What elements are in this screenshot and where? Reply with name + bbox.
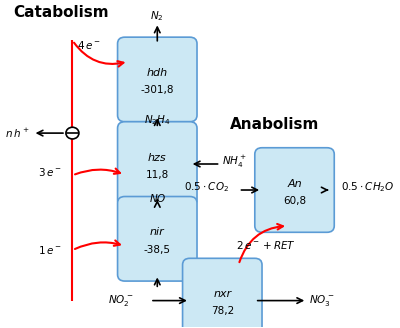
Text: -38,5: -38,5 (144, 245, 171, 255)
Text: $N_2$: $N_2$ (150, 9, 164, 23)
Text: $N_2H_4$: $N_2H_4$ (144, 113, 171, 127)
FancyBboxPatch shape (255, 148, 334, 232)
Text: $NH_4^+$: $NH_4^+$ (222, 154, 247, 171)
Text: $NO$: $NO$ (148, 192, 166, 204)
Text: $1\,e^-$: $1\,e^-$ (38, 244, 62, 256)
Text: 60,8: 60,8 (283, 196, 306, 206)
Text: $0.5 \cdot CH_2O$: $0.5 \cdot CH_2O$ (342, 180, 395, 194)
Text: Anabolism: Anabolism (230, 117, 319, 133)
Text: 78,2: 78,2 (211, 306, 234, 316)
Text: $n\,h^+$: $n\,h^+$ (5, 127, 29, 140)
Text: $0.5 \cdot CO_2$: $0.5 \cdot CO_2$ (184, 180, 230, 194)
FancyBboxPatch shape (118, 196, 197, 281)
Text: $4\,e^-$: $4\,e^-$ (78, 39, 101, 51)
Text: nir: nir (150, 227, 165, 237)
Text: $3\,e^-$: $3\,e^-$ (38, 166, 62, 178)
Text: An: An (287, 178, 302, 189)
Text: hzs: hzs (148, 153, 166, 163)
Text: Catabolism: Catabolism (13, 5, 108, 20)
FancyBboxPatch shape (182, 258, 262, 328)
Text: -301,8: -301,8 (140, 85, 174, 95)
Text: 11,8: 11,8 (146, 170, 169, 180)
FancyBboxPatch shape (118, 122, 197, 206)
Text: $2\,e^- + RET$: $2\,e^- + RET$ (236, 239, 296, 251)
Text: hdh: hdh (147, 68, 168, 78)
Text: $NO_2^-$: $NO_2^-$ (108, 293, 134, 308)
Text: $NO_3^-$: $NO_3^-$ (309, 293, 334, 308)
Text: nxr: nxr (213, 289, 232, 299)
FancyBboxPatch shape (118, 37, 197, 122)
